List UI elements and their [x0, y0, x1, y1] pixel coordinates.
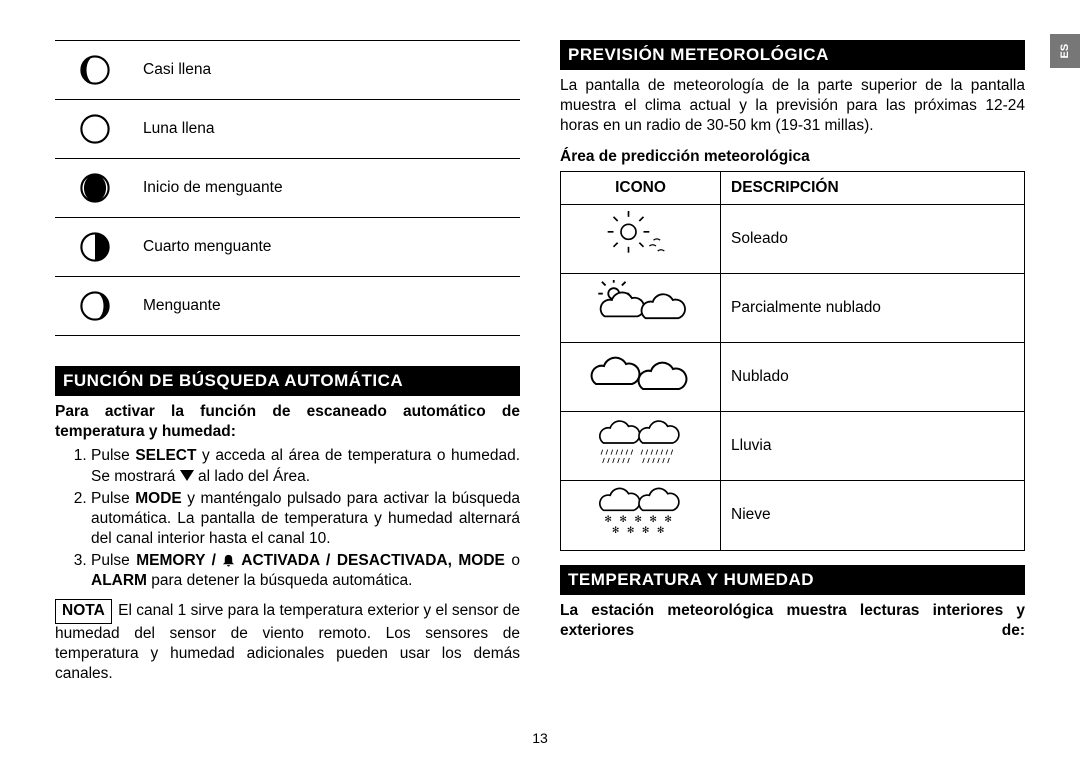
language-tab-label: ES — [1058, 44, 1072, 59]
moon-label: Cuarto menguante — [135, 218, 520, 277]
weather-row: Soleado — [561, 204, 1025, 273]
step-1: Pulse SELECT y acceda al área de tempera… — [91, 446, 520, 486]
section-header-auto-search: FUNCIÓN DE BÚSQUEDA AUTOMÁTICA — [55, 366, 520, 396]
temp-subheading: La estación meteorológica muestra lectur… — [560, 601, 1025, 641]
moon-waxing-gibbous-icon — [78, 53, 112, 87]
svg-text:✻: ✻ — [611, 525, 619, 535]
steps-list: Pulse SELECT y acceda al área de tempera… — [55, 446, 520, 591]
page-number: 13 — [0, 729, 1080, 747]
down-triangle-icon — [180, 470, 194, 482]
partly-cloudy-icon — [581, 280, 701, 330]
moon-label: Menguante — [135, 277, 520, 336]
moon-label: Casi llena — [135, 41, 520, 100]
step-2: Pulse MODE y manténgalo pulsado para act… — [91, 489, 520, 549]
moon-icon-cell — [55, 100, 135, 159]
step-3: Pulse MEMORY / ACTIVADA / DESACTIVADA, M… — [91, 551, 520, 591]
moon-last-quarter-icon — [78, 230, 112, 264]
svg-text:✻: ✻ — [626, 525, 634, 535]
forecast-intro-text: La pantalla de meteorología de la parte … — [560, 76, 1025, 136]
nota-badge: NOTA — [55, 599, 112, 623]
nota-text: El canal 1 sirve para la temperatura ext… — [55, 602, 520, 681]
weather-icon-cell — [561, 273, 721, 342]
cloudy-icon — [581, 349, 701, 399]
weather-forecast-table: ICONO DESCRIPCIÓN — [560, 171, 1025, 551]
moon-row: Luna llena — [55, 100, 520, 159]
weather-th-desc: DESCRIPCIÓN — [721, 171, 1025, 204]
svg-text:✻: ✻ — [641, 525, 649, 535]
moon-icon-cell — [55, 218, 135, 277]
moon-row: Cuarto menguante — [55, 218, 520, 277]
nota-paragraph: NOTA El canal 1 sirve para la temperatur… — [55, 599, 520, 684]
language-tab: ES — [1050, 34, 1080, 68]
moon-row: Menguante — [55, 277, 520, 336]
weather-label: Lluvia — [721, 412, 1025, 481]
weather-header-row: ICONO DESCRIPCIÓN — [561, 171, 1025, 204]
moon-waning-start-icon — [78, 171, 112, 205]
weather-icon-cell — [561, 343, 721, 412]
weather-label: Nublado — [721, 343, 1025, 412]
weather-icon-cell — [561, 204, 721, 273]
moon-waning-crescent-icon — [78, 289, 112, 323]
left-column: Casi llena Luna llena — [55, 40, 520, 700]
moon-icon-cell — [55, 159, 135, 218]
moon-full-icon — [78, 112, 112, 146]
svg-text:✻: ✻ — [664, 514, 672, 524]
weather-label: Soleado — [721, 204, 1025, 273]
svg-text:✻: ✻ — [619, 514, 627, 524]
section-header-forecast: PREVISIÓN METEOROLÓGICA — [560, 40, 1025, 70]
snow-icon: ✻✻✻✻✻ ✻✻✻✻ — [581, 487, 701, 537]
weather-row: Parcialmente nublado — [561, 273, 1025, 342]
right-column: PREVISIÓN METEOROLÓGICA La pantalla de m… — [560, 40, 1025, 700]
weather-row: Lluvia — [561, 412, 1025, 481]
moon-icon-cell — [55, 41, 135, 100]
moon-label: Inicio de menguante — [135, 159, 520, 218]
moon-row: Inicio de menguante — [55, 159, 520, 218]
svg-text:✻: ✻ — [656, 525, 664, 535]
sunny-icon — [586, 211, 696, 261]
rain-icon — [581, 418, 701, 468]
moon-icon-cell — [55, 277, 135, 336]
forecast-area-subheading: Área de predicción meteorológica — [560, 147, 1025, 167]
auto-search-subheading: Para activar la función de escaneado aut… — [55, 402, 520, 442]
weather-label: Nieve — [721, 481, 1025, 550]
weather-icon-cell — [561, 412, 721, 481]
weather-row: Nublado — [561, 343, 1025, 412]
moon-row: Casi llena — [55, 41, 520, 100]
svg-text:✻: ✻ — [604, 514, 612, 524]
svg-text:✻: ✻ — [649, 514, 657, 524]
moon-label: Luna llena — [135, 100, 520, 159]
section-header-temp: TEMPERATURA Y HUMEDAD — [560, 565, 1025, 595]
weather-row: ✻✻✻✻✻ ✻✻✻✻ Nieve — [561, 481, 1025, 550]
weather-icon-cell: ✻✻✻✻✻ ✻✻✻✻ — [561, 481, 721, 550]
weather-label: Parcialmente nublado — [721, 273, 1025, 342]
bell-icon — [222, 554, 235, 567]
moon-phase-table: Casi llena Luna llena — [55, 40, 520, 336]
weather-th-icon: ICONO — [561, 171, 721, 204]
svg-text:✻: ✻ — [634, 514, 642, 524]
